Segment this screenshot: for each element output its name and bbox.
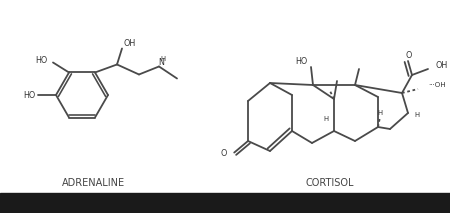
Text: OH: OH — [436, 60, 448, 69]
Text: H: H — [378, 110, 382, 116]
Text: alamy · 2JWHDGT: alamy · 2JWHDGT — [185, 199, 265, 207]
Text: ADRENALINE: ADRENALINE — [62, 178, 125, 188]
Text: HO: HO — [23, 91, 35, 99]
Text: CORTISOL: CORTISOL — [306, 178, 354, 188]
Text: HO: HO — [295, 56, 307, 66]
Text: H: H — [160, 56, 165, 62]
Text: H: H — [414, 112, 419, 118]
Text: HO: HO — [36, 56, 48, 65]
Bar — [0, 193, 450, 213]
Text: H: H — [324, 116, 328, 122]
Text: OH: OH — [124, 39, 136, 48]
Text: N: N — [158, 58, 164, 67]
Text: ···OH: ···OH — [428, 82, 446, 88]
Text: O: O — [221, 149, 227, 158]
Text: O: O — [406, 50, 412, 59]
